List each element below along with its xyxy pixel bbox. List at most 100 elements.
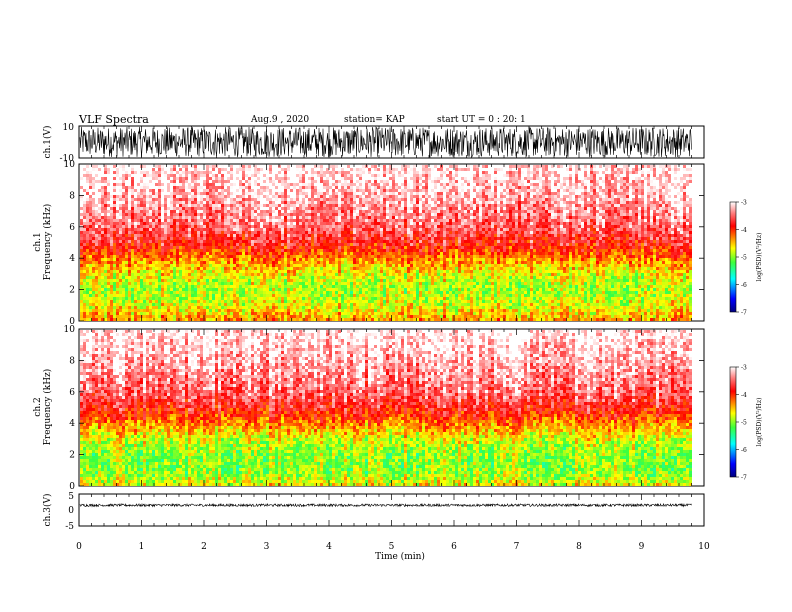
spectrogram-cell — [341, 312, 344, 315]
spectrogram-cell — [155, 294, 158, 297]
spectrogram-cell — [113, 216, 116, 219]
spectrogram-cell — [308, 255, 311, 258]
spectrogram-cell — [212, 195, 215, 198]
spectrogram-cell — [248, 249, 251, 252]
spectrogram-cell — [143, 285, 146, 288]
spectrogram-cell — [182, 180, 185, 183]
spectrogram-cell — [221, 252, 224, 255]
spectrogram-cell — [365, 288, 368, 291]
spectrogram-cell — [113, 312, 116, 315]
spectrogram-cell — [146, 168, 149, 171]
spectrogram-cell — [254, 258, 257, 261]
spectrogram-cell — [242, 285, 245, 288]
spectrogram-cell — [230, 186, 233, 189]
spectrogram-cell — [359, 180, 362, 183]
spectrogram-cell — [197, 189, 200, 192]
spectrogram-cell — [86, 243, 89, 246]
spectrogram-cell — [335, 189, 338, 192]
spectrogram-cell — [248, 237, 251, 240]
spectrogram-cell — [338, 213, 341, 216]
spectrogram-cell — [284, 210, 287, 213]
spectrogram-cell — [257, 297, 260, 300]
spectrogram-cell — [92, 291, 95, 294]
spectrogram-cell — [128, 183, 131, 186]
spectrogram-cell — [140, 195, 143, 198]
spectrogram-cell — [215, 261, 218, 264]
spectrogram-cell — [218, 174, 221, 177]
spectrogram-cell — [284, 267, 287, 270]
spectrogram-cell — [158, 177, 161, 180]
spectrogram-cell — [242, 246, 245, 249]
spectrogram-cell — [95, 201, 98, 204]
spectrogram-cell — [350, 312, 353, 315]
spectrogram-cell — [323, 186, 326, 189]
spectrogram-cell — [260, 255, 263, 258]
spectrogram-cell — [209, 192, 212, 195]
spectrogram-cell — [317, 201, 320, 204]
spectrogram-cell — [137, 237, 140, 240]
spectrogram-cell — [290, 315, 293, 318]
spectrogram-cell — [350, 285, 353, 288]
spectrogram-cell — [215, 183, 218, 186]
spectrogram-cell — [302, 237, 305, 240]
spectrogram-cell — [323, 177, 326, 180]
spectrogram-cell — [344, 309, 347, 312]
spectrogram-cell — [200, 210, 203, 213]
spectrogram-cell — [341, 168, 344, 171]
spectrogram-cell — [167, 309, 170, 312]
spectrogram-cell — [251, 294, 254, 297]
spectrogram-cell — [125, 228, 128, 231]
spectrogram-cell — [83, 222, 86, 225]
spectrogram-cell — [155, 189, 158, 192]
spectrogram-cell — [137, 291, 140, 294]
spectrogram-cell — [320, 273, 323, 276]
spectrogram-cell — [140, 267, 143, 270]
spectrogram-cell — [245, 270, 248, 273]
spectrogram-cell — [143, 282, 146, 285]
spectrogram-cell — [206, 255, 209, 258]
spectrogram-cell — [209, 276, 212, 279]
spectrogram-cell — [263, 315, 266, 318]
spectrogram-cell — [152, 168, 155, 171]
spectrogram-cell — [323, 180, 326, 183]
spectrogram-cell — [353, 222, 356, 225]
spectrogram-cell — [218, 222, 221, 225]
spectrogram-cell — [317, 165, 320, 168]
spectrogram-cell — [242, 204, 245, 207]
spectrogram-cell — [233, 255, 236, 258]
spectrogram-cell — [155, 201, 158, 204]
spectrogram-cell — [266, 240, 269, 243]
spectrogram-cell — [278, 291, 281, 294]
spectrogram-cell — [350, 255, 353, 258]
spectrogram-cell — [329, 300, 332, 303]
spectrogram-cell — [89, 243, 92, 246]
spectrogram-cell — [239, 270, 242, 273]
spectrogram-cell — [314, 177, 317, 180]
spectrogram-cell — [284, 195, 287, 198]
spectrogram-cell — [224, 195, 227, 198]
spectrogram-cell — [86, 309, 89, 312]
spectrogram-cell — [206, 288, 209, 291]
spectrogram-cell — [212, 204, 215, 207]
spectrogram-cell — [311, 312, 314, 315]
spectrogram-cell — [323, 249, 326, 252]
spectrogram-cell — [194, 303, 197, 306]
spectrogram-cell — [179, 312, 182, 315]
spectrogram-cell — [233, 168, 236, 171]
spectrogram-cell — [155, 225, 158, 228]
spectrogram-cell — [134, 261, 137, 264]
spectrogram-cell — [179, 279, 182, 282]
spectrogram-cell — [119, 171, 122, 174]
spectrogram-cell — [110, 198, 113, 201]
spectrogram-cell — [248, 309, 251, 312]
spectrogram-cell — [110, 291, 113, 294]
spectrogram-cell — [296, 240, 299, 243]
spectrogram-cell — [212, 171, 215, 174]
spectrogram-cell — [161, 294, 164, 297]
spectrogram-cell — [179, 315, 182, 318]
spectrogram-cell — [275, 186, 278, 189]
spectrogram-cell — [281, 297, 284, 300]
spectrogram-cell — [134, 297, 137, 300]
spectrogram-cell — [257, 282, 260, 285]
spectrogram-cell — [173, 207, 176, 210]
